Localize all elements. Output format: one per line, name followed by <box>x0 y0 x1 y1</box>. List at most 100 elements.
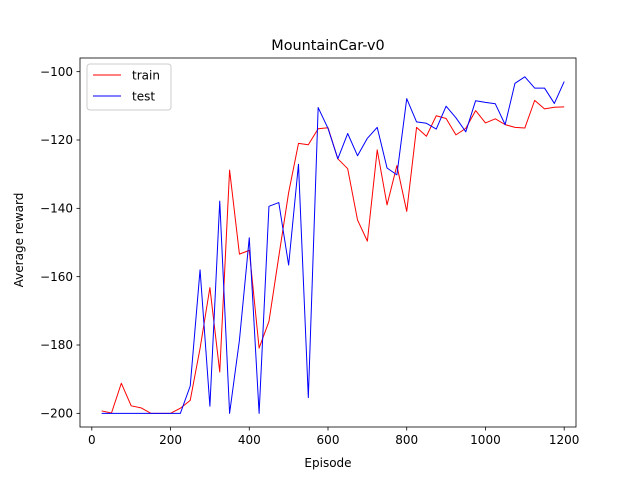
data-point-test-0 <box>101 413 102 414</box>
data-point-test-32 <box>416 121 417 122</box>
data-point-test-25 <box>347 133 348 134</box>
data-point-test-8 <box>180 413 181 414</box>
data-point-test-45 <box>544 87 545 88</box>
data-point-train-31 <box>406 211 407 212</box>
data-point-test-20 <box>298 164 299 165</box>
axes-border <box>79 57 577 428</box>
data-point-train-19 <box>288 192 289 193</box>
data-point-train-16 <box>259 347 260 348</box>
data-point-test-21 <box>308 397 309 398</box>
data-point-test-11 <box>209 406 210 407</box>
series-line-test <box>101 76 565 414</box>
data-point-test-29 <box>386 167 387 168</box>
data-point-test-43 <box>524 76 525 77</box>
x-tick-label: 200 <box>159 433 182 447</box>
data-point-test-38 <box>475 100 476 101</box>
data-point-test-36 <box>455 117 456 118</box>
axes-frame <box>79 57 577 428</box>
data-point-train-29 <box>386 204 387 205</box>
data-point-test-46 <box>554 103 555 104</box>
data-point-test-14 <box>239 340 240 341</box>
data-point-train-20 <box>298 143 299 144</box>
data-point-train-17 <box>268 321 269 322</box>
data-point-train-13 <box>229 169 230 170</box>
data-point-test-40 <box>495 103 496 104</box>
data-point-test-13 <box>229 413 230 414</box>
data-point-test-28 <box>377 127 378 128</box>
data-point-train-25 <box>347 168 348 169</box>
data-point-test-19 <box>288 264 289 265</box>
data-point-test-26 <box>357 155 358 156</box>
chart-title: MountainCar-v0 <box>271 38 384 54</box>
data-point-train-34 <box>436 115 437 116</box>
x-tick-label: 1200 <box>549 433 580 447</box>
data-point-train-36 <box>455 134 456 135</box>
y-tick-label: −180 <box>40 338 73 352</box>
data-point-test-22 <box>318 107 319 108</box>
data-point-test-47 <box>564 81 565 82</box>
data-point-train-35 <box>446 118 447 119</box>
data-point-train-0 <box>101 410 102 411</box>
data-point-train-3 <box>131 405 132 406</box>
x-tick-label: 400 <box>238 433 261 447</box>
y-tick-label: −140 <box>40 202 73 216</box>
x-axis-ticks: 0 200 400 600 800 1000 1200 <box>88 427 579 447</box>
data-point-test-18 <box>278 202 279 203</box>
data-point-test-34 <box>436 128 437 129</box>
plot-area: 0 200 400 600 800 1000 1200 −200 −180 −160 −140 −1… <box>40 57 579 447</box>
data-point-test-41 <box>505 124 506 125</box>
data-point-test-3 <box>131 413 132 414</box>
data-point-test-6 <box>160 413 161 414</box>
data-point-train-8 <box>180 408 181 409</box>
data-point-train-32 <box>416 127 417 128</box>
legend-label-test: test <box>132 89 155 103</box>
data-point-train-28 <box>377 149 378 150</box>
y-axis-label: Average reward <box>12 193 26 288</box>
data-point-train-26 <box>357 219 358 220</box>
data-point-train-46 <box>554 107 555 108</box>
data-point-test-4 <box>140 413 141 414</box>
data-point-train-10 <box>199 348 200 349</box>
data-point-train-11 <box>209 287 210 288</box>
data-point-test-5 <box>150 413 151 414</box>
data-point-test-2 <box>121 413 122 414</box>
y-tick-label: −200 <box>40 407 73 421</box>
y-axis-ticks: −200 −180 −160 −140 −120 −100 <box>40 65 80 421</box>
data-point-train-18 <box>278 256 279 257</box>
legend: train test <box>86 63 172 111</box>
x-tick-label: 600 <box>317 433 340 447</box>
data-point-train-47 <box>564 106 565 107</box>
y-tick-label: −120 <box>40 133 73 147</box>
data-point-test-15 <box>249 237 250 238</box>
data-point-test-12 <box>219 201 220 202</box>
data-point-test-9 <box>190 385 191 386</box>
data-point-train-21 <box>308 144 309 145</box>
y-tick-label: −100 <box>40 65 73 79</box>
x-tick-label: 0 <box>88 433 96 447</box>
data-point-test-44 <box>534 87 535 88</box>
data-point-test-1 <box>111 413 112 414</box>
data-point-test-42 <box>514 83 515 84</box>
data-point-train-4 <box>140 407 141 408</box>
data-point-train-14 <box>239 254 240 255</box>
data-point-train-38 <box>475 110 476 111</box>
data-point-test-27 <box>367 138 368 139</box>
data-point-train-27 <box>367 241 368 242</box>
data-point-train-30 <box>396 165 397 166</box>
data-point-test-10 <box>199 269 200 270</box>
data-point-test-23 <box>327 128 328 129</box>
data-point-train-42 <box>514 127 515 128</box>
data-point-test-16 <box>259 413 260 414</box>
x-tick-label: 800 <box>395 433 418 447</box>
data-point-train-33 <box>426 136 427 137</box>
data-point-test-31 <box>406 98 407 99</box>
legend-label-train: train <box>132 68 160 82</box>
data-point-train-43 <box>524 127 525 128</box>
data-point-test-17 <box>268 206 269 207</box>
data-point-test-7 <box>170 413 171 414</box>
data-point-train-45 <box>544 108 545 109</box>
data-point-train-39 <box>485 122 486 123</box>
series-lines <box>101 76 565 414</box>
data-point-test-39 <box>485 102 486 103</box>
